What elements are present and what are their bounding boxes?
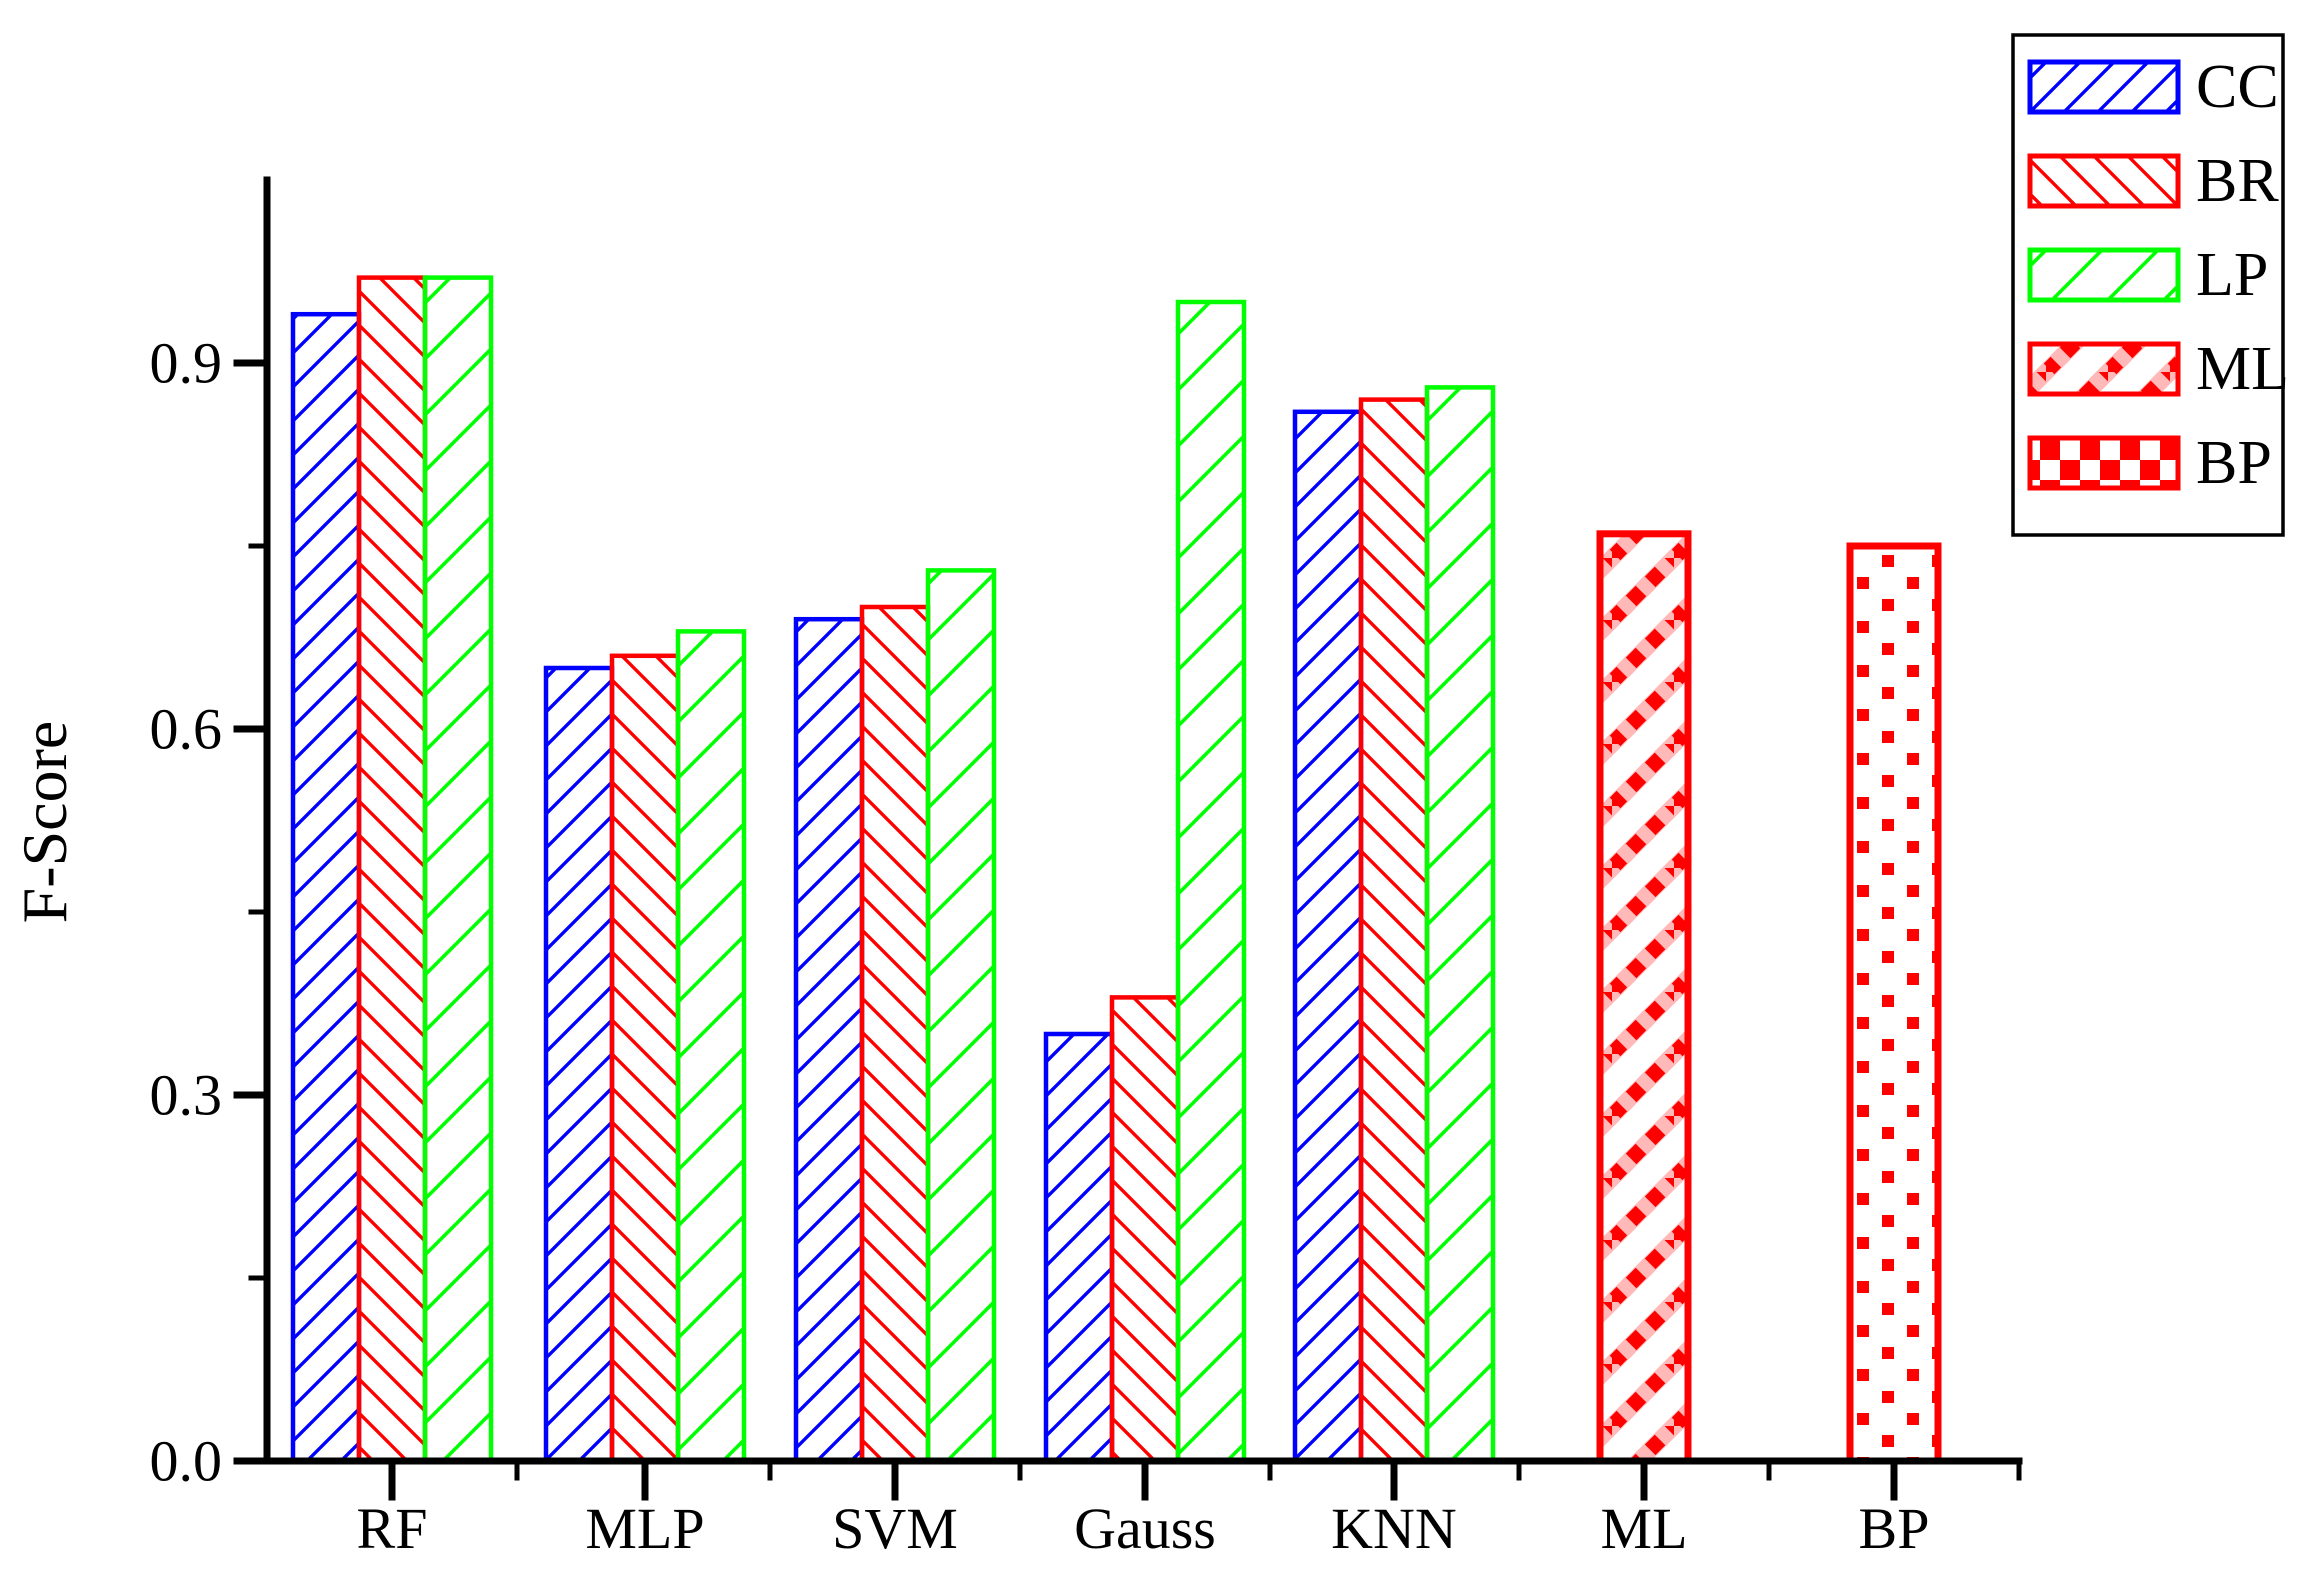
legend-swatch-BP (2027, 435, 2181, 491)
bar-BR-Gauss (1109, 995, 1181, 1464)
legend-swatch-BR (2027, 153, 2181, 209)
legend-label-BP: BP (2196, 429, 2272, 497)
legend-swatch-CC (2027, 59, 2181, 115)
bar-CC-RF (290, 311, 362, 1464)
legend-label-BR: BR (2196, 147, 2279, 215)
bar-BR-KNN (1358, 397, 1430, 1464)
bar-LP-Gauss (1175, 299, 1247, 1464)
x-category-label: Gauss (1074, 1496, 1216, 1561)
x-category-label: MLP (585, 1496, 704, 1561)
bar-BR-SVM (859, 604, 931, 1464)
bar-CC-Gauss (1043, 1031, 1115, 1464)
x-category-label: KNN (1331, 1496, 1457, 1561)
y-tick-label: 0.6 (150, 697, 223, 762)
legend-label-ML: ML (2196, 335, 2289, 403)
bar-LP-MLP (675, 629, 747, 1464)
bar-BR-RF (356, 275, 428, 1464)
plot-area (290, 275, 1942, 1465)
y-tick-label: 0.9 (150, 331, 223, 396)
legend-swatch-ML (2027, 341, 2181, 397)
axes: 0.0 0.3 0.6 0.9 RF MLP SVM Gauss KNN ML BP F-Score (9, 176, 2023, 1561)
bar-LP-KNN (1424, 385, 1496, 1464)
legend-label-LP: LP (2196, 241, 2268, 309)
bar-CC-SVM (793, 616, 865, 1464)
bar-LP-RF (422, 275, 494, 1464)
x-category-label: RF (357, 1496, 428, 1561)
legend-swatch-LP (2027, 247, 2181, 303)
legend-label-CC: CC (2196, 53, 2279, 121)
bar-LP-SVM (925, 568, 997, 1464)
bar-CC-MLP (543, 665, 615, 1464)
y-tick-label: 0.0 (150, 1429, 223, 1494)
bar-BR-MLP (609, 653, 681, 1464)
bar-ML-ML (1596, 530, 1692, 1465)
y-axis-title: F-Score (9, 721, 80, 924)
bar-CC-KNN (1292, 409, 1364, 1464)
y-tick-label: 0.3 (150, 1063, 223, 1128)
x-category-label: BP (1859, 1496, 1930, 1561)
bar-BP-BP (1846, 542, 1942, 1465)
x-category-label: SVM (832, 1496, 958, 1561)
x-category-label: ML (1601, 1496, 1688, 1561)
legend: CC BR LP ML BP (2011, 33, 2289, 537)
